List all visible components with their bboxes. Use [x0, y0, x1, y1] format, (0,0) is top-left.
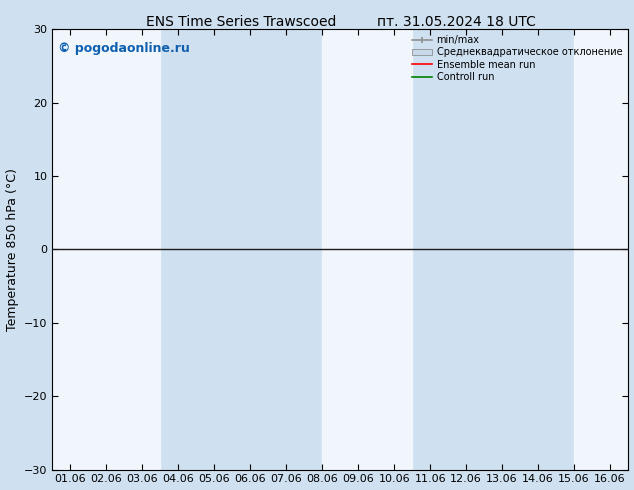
- Text: пт. 31.05.2024 18 UTC: пт. 31.05.2024 18 UTC: [377, 15, 536, 29]
- Bar: [322, 29, 412, 469]
- Bar: [574, 29, 628, 469]
- Bar: [53, 29, 160, 469]
- Legend: min/max, Среднеквадратическое отклонение, Ensemble mean run, Controll run: min/max, Среднеквадратическое отклонение…: [408, 31, 626, 86]
- Y-axis label: Temperature 850 hPa (°С): Temperature 850 hPa (°С): [6, 168, 18, 331]
- Text: © pogodaonline.ru: © pogodaonline.ru: [58, 42, 190, 55]
- Text: ENS Time Series Trawscoed: ENS Time Series Trawscoed: [146, 15, 336, 29]
